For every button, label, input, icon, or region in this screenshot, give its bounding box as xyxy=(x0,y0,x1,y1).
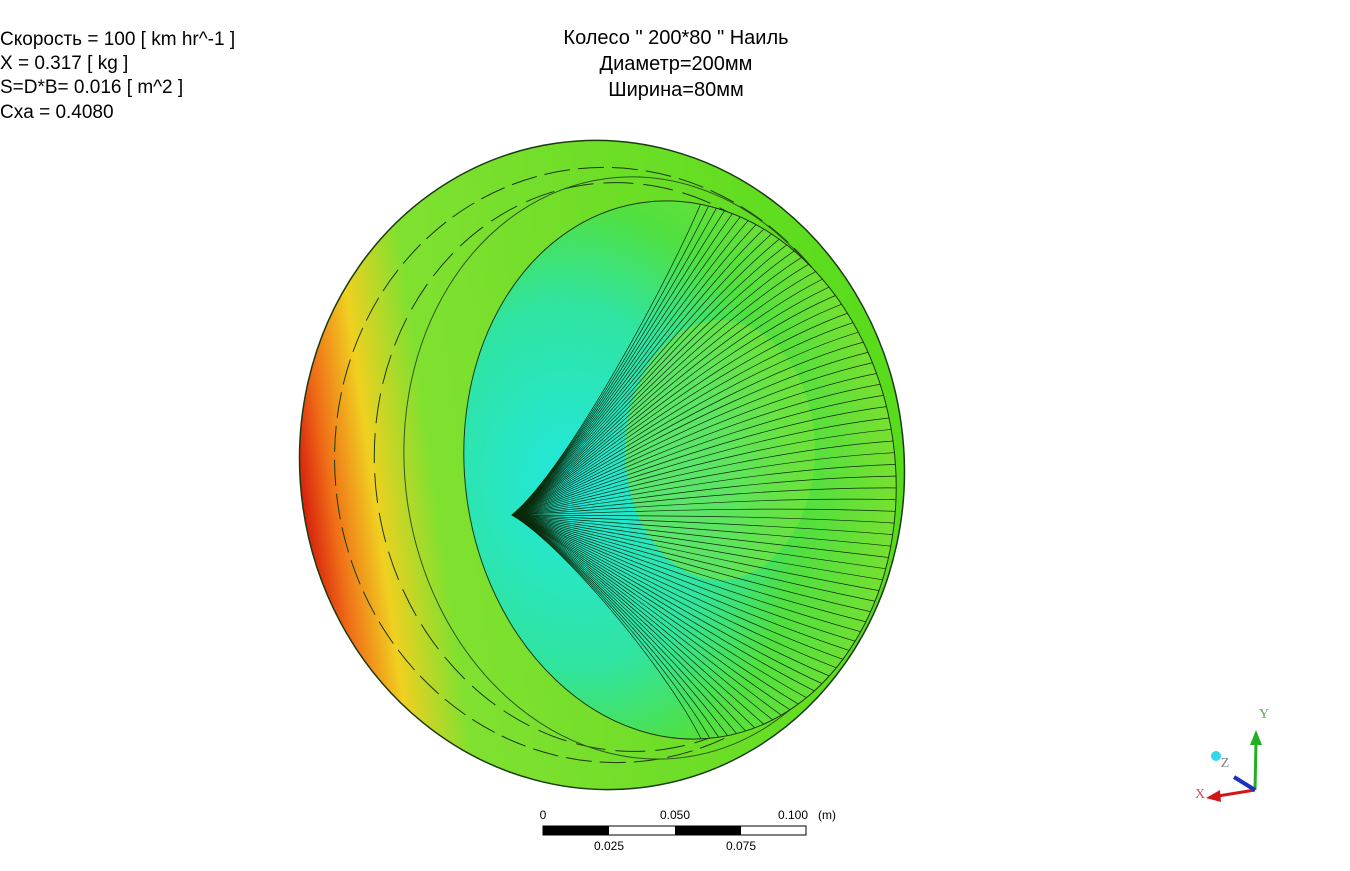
streamline xyxy=(511,514,844,683)
streamline xyxy=(511,345,898,516)
streamline xyxy=(511,508,918,516)
streamline xyxy=(511,257,844,516)
y-axis-arrow xyxy=(1253,741,1258,791)
streamline xyxy=(511,487,920,516)
streamline xyxy=(511,514,865,656)
streamline xyxy=(511,514,813,713)
annotation: Скорость = 100 [ km hr^-1 ] xyxy=(0,29,235,50)
streamline xyxy=(511,293,871,516)
streamline xyxy=(511,514,871,647)
streamline xyxy=(511,514,821,706)
title-line: Диаметр=200мм xyxy=(600,53,753,75)
scale-segment xyxy=(543,826,609,835)
y-arrowhead xyxy=(1250,730,1262,745)
streamline xyxy=(511,241,829,516)
z-axis-label: Z xyxy=(1221,756,1230,771)
title-line: Ширина=80мм xyxy=(608,79,743,101)
streamline xyxy=(511,313,883,516)
streamline xyxy=(511,514,837,691)
streamline xyxy=(511,514,902,584)
streamline xyxy=(511,284,865,516)
streamline xyxy=(511,221,804,516)
scale-segment xyxy=(675,826,741,835)
streamline xyxy=(511,463,920,516)
streamline xyxy=(511,427,918,516)
streamline xyxy=(511,379,909,516)
scale-unit: (m) xyxy=(818,808,836,822)
hub-region xyxy=(625,320,815,580)
streamline xyxy=(511,514,852,674)
streamline xyxy=(511,439,919,516)
streamline xyxy=(511,199,768,516)
x-arrowhead xyxy=(1206,790,1221,802)
streamline xyxy=(511,514,777,736)
scale-label: 0.025 xyxy=(594,839,624,853)
streamline xyxy=(511,514,877,637)
axes-triad: Y X Z xyxy=(1195,707,1269,802)
streamline xyxy=(511,275,859,516)
x-axis-arrow xyxy=(1217,788,1256,798)
title-line: Колесо " 200*80 " Наиль xyxy=(563,27,788,49)
scale-label: 0.100 xyxy=(778,808,808,822)
streamline xyxy=(511,204,777,516)
streamline xyxy=(511,475,920,516)
streamline xyxy=(511,324,888,516)
streamline xyxy=(511,356,902,516)
streamline xyxy=(511,514,710,758)
x-axis-label: X xyxy=(1195,787,1205,802)
streamline xyxy=(511,215,796,516)
streamline xyxy=(511,514,888,616)
streamline xyxy=(511,514,912,549)
streamline xyxy=(511,234,821,516)
scale-label: 0.075 xyxy=(726,839,756,853)
title: Колесо " 200*80 " Наиль Диаметр=200мм Ши… xyxy=(563,27,788,101)
streamline xyxy=(511,368,905,516)
streamline xyxy=(511,514,905,572)
annotation: S=D*B= 0.016 [ m^2 ] xyxy=(0,77,183,98)
y-axis-label: Y xyxy=(1259,707,1269,722)
streamline xyxy=(511,334,893,516)
scale-label: 0.050 xyxy=(660,808,690,822)
streamline xyxy=(511,451,920,516)
streamline xyxy=(511,249,837,516)
streamline xyxy=(511,498,919,516)
streamline xyxy=(511,514,898,595)
streamline xyxy=(511,182,710,516)
view-point xyxy=(1211,751,1221,761)
streamline xyxy=(511,514,883,627)
streamline xyxy=(511,514,804,719)
streamline xyxy=(511,391,912,516)
annotation: Cxa = 0.4080 xyxy=(0,102,114,123)
streamline xyxy=(511,514,909,561)
streamline xyxy=(511,183,720,516)
streamlines xyxy=(511,182,920,758)
wheel xyxy=(298,139,920,791)
streamline xyxy=(511,514,916,525)
streamline xyxy=(511,415,916,516)
streamline xyxy=(511,514,796,725)
streamline xyxy=(511,266,852,516)
z-axis-arrow xyxy=(1232,775,1257,792)
streamline xyxy=(511,514,893,606)
streamline xyxy=(511,514,859,665)
streamline xyxy=(511,191,749,516)
annotation: X = 0.317 [ kg ] xyxy=(0,53,128,74)
streamline xyxy=(511,403,914,516)
annotations: Скорость = 100 [ km hr^-1 ] X = 0.317 [ … xyxy=(0,29,235,123)
streamline xyxy=(511,209,787,516)
scale-bar: 0 0.050 0.100 (m) 0.025 0.075 xyxy=(540,808,836,853)
streamline xyxy=(511,514,829,699)
streamline xyxy=(511,195,759,516)
streamline xyxy=(511,514,914,537)
streamline xyxy=(511,227,813,516)
streamline xyxy=(511,303,877,516)
scale-label: 0 xyxy=(540,808,547,822)
streamline xyxy=(511,514,787,731)
